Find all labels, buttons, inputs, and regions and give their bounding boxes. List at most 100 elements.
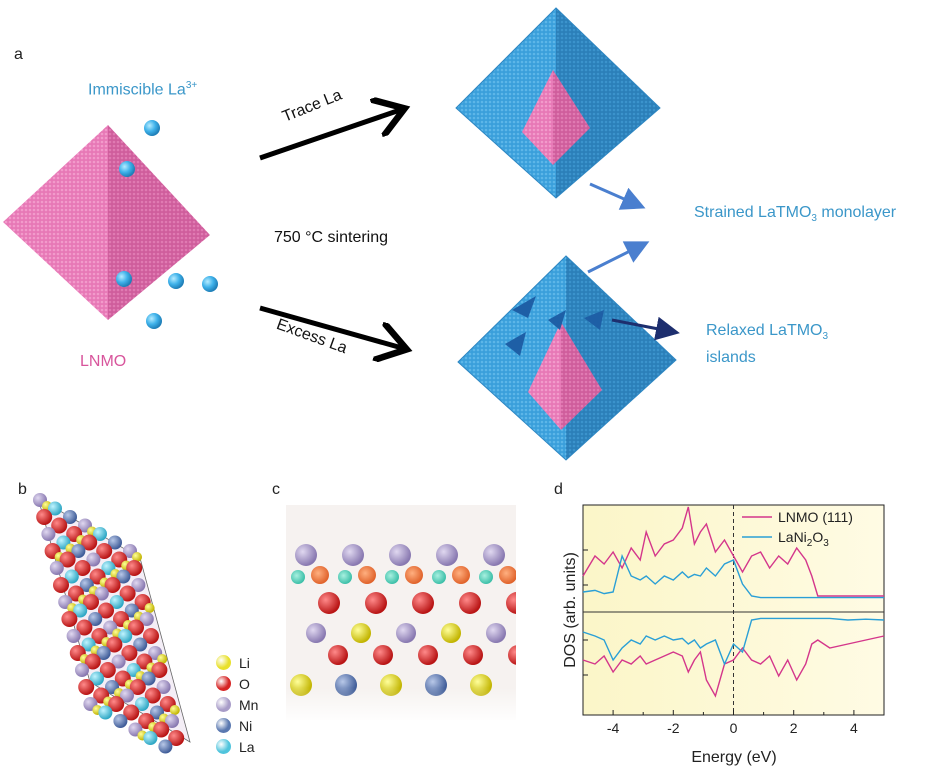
atom xyxy=(51,517,68,534)
lnmo-octahedron xyxy=(3,125,210,320)
atom xyxy=(108,696,125,712)
trace-arrow xyxy=(259,110,400,161)
series-lnmo-spin-down xyxy=(582,635,885,698)
atom xyxy=(121,645,138,661)
atom xyxy=(123,704,140,721)
li-atom xyxy=(157,654,168,664)
legend-lani-sub1: 2 xyxy=(807,538,813,549)
x-axis-label: Energy (eV) xyxy=(691,749,776,766)
relaxed-text-pre: Relaxed LaTMO xyxy=(706,322,823,339)
legend-swatch-ni xyxy=(216,718,231,733)
atom xyxy=(75,663,89,677)
legend-swatch-o xyxy=(216,676,231,691)
atom xyxy=(128,619,144,636)
atom xyxy=(78,679,95,695)
panel-d-letter: d xyxy=(554,481,563,498)
atom xyxy=(96,646,111,660)
series-lnmo-spin-up xyxy=(582,506,884,597)
atom xyxy=(143,628,159,644)
legend-label-o: O xyxy=(239,675,250,692)
atom xyxy=(81,534,98,551)
panel-b-letter: b xyxy=(18,481,27,498)
atom xyxy=(135,697,149,711)
atom xyxy=(118,629,133,643)
atom xyxy=(99,662,116,678)
atom xyxy=(113,714,128,728)
atom xyxy=(90,671,104,686)
li-atom xyxy=(169,705,180,715)
atom xyxy=(104,577,121,593)
atom xyxy=(41,527,56,541)
atom xyxy=(63,510,77,524)
immiscible-la-label: Immiscible La3+ xyxy=(88,80,197,99)
sintering-label: 750 °C sintering xyxy=(274,229,389,246)
panel-d-chart: -4 -2 0 2 4 DOS (arb. units) Energy (eV) LNM… xyxy=(562,504,885,766)
atom xyxy=(49,561,64,575)
islands-octahedron xyxy=(457,255,677,461)
series-lani2o3-spin-down xyxy=(582,617,885,666)
atom xyxy=(61,611,78,627)
legend-item-la: La xyxy=(216,736,258,757)
atom xyxy=(94,586,109,601)
la-ions xyxy=(116,120,218,329)
atom xyxy=(126,560,143,576)
monolayer-arrow xyxy=(589,182,646,210)
atom xyxy=(98,602,114,619)
atom xyxy=(88,612,103,626)
li-atom xyxy=(132,552,142,562)
legend-lani-mid: O xyxy=(812,529,823,545)
atom xyxy=(119,585,136,602)
atom xyxy=(36,509,53,525)
x-tick-label: -4 xyxy=(607,720,620,736)
panel-a-graphics xyxy=(3,7,680,461)
atom xyxy=(139,612,154,626)
panel-c-letter: c xyxy=(272,481,280,498)
panel-b-legend: Li O Mn Ni La xyxy=(216,652,258,757)
atom xyxy=(133,637,148,652)
legend-lani-label: LaNi2O3 xyxy=(778,529,829,549)
relaxed-text-line2: islands xyxy=(706,349,756,367)
atom xyxy=(109,595,124,609)
relaxed-sub: 3 xyxy=(822,331,829,343)
atom xyxy=(64,569,79,584)
x-tick-label: 0 xyxy=(730,720,738,736)
lnmo-label: LNMO xyxy=(80,353,127,370)
islands-arrow xyxy=(611,316,680,341)
atom xyxy=(129,679,146,695)
atom xyxy=(53,577,69,593)
legend-lani-sub2: 3 xyxy=(823,538,829,549)
legend-item-o: O xyxy=(216,673,258,694)
legend-swatch-mn xyxy=(216,697,231,712)
legend-item-ni: Ni xyxy=(216,715,258,736)
atom xyxy=(48,501,62,516)
monolayer-octahedron xyxy=(455,7,661,199)
atom xyxy=(120,688,134,703)
legend-label-la: La xyxy=(239,738,255,755)
atom xyxy=(106,636,123,653)
atom xyxy=(59,551,76,568)
atom xyxy=(93,527,107,541)
x-tick-label: 4 xyxy=(850,720,858,736)
atom xyxy=(73,603,88,618)
atom xyxy=(108,535,122,550)
strained-sub: 3 xyxy=(811,213,817,225)
strained-monolayer-label: Strained LaTMO3 monolayer xyxy=(694,204,896,224)
legend-lani-pre: LaNi xyxy=(778,529,807,545)
immiscible-la-sup: 3+ xyxy=(185,80,198,91)
atom xyxy=(76,619,93,636)
atom xyxy=(144,687,161,704)
legend-item-li: Li xyxy=(216,652,258,673)
atom xyxy=(71,544,86,558)
atom xyxy=(151,662,168,678)
panel-c-structure xyxy=(286,505,516,720)
panel-a-letter: a xyxy=(14,46,23,63)
legend-swatch-la xyxy=(216,739,231,754)
legend-label-ni: Ni xyxy=(239,717,253,734)
atom xyxy=(86,552,101,567)
atom xyxy=(74,560,91,576)
legend-lnmo-label: LNMO (111) xyxy=(778,509,853,525)
atom xyxy=(96,543,113,559)
atom xyxy=(143,731,158,745)
atom xyxy=(116,569,131,584)
strained-text-post: monolayer xyxy=(816,204,897,221)
